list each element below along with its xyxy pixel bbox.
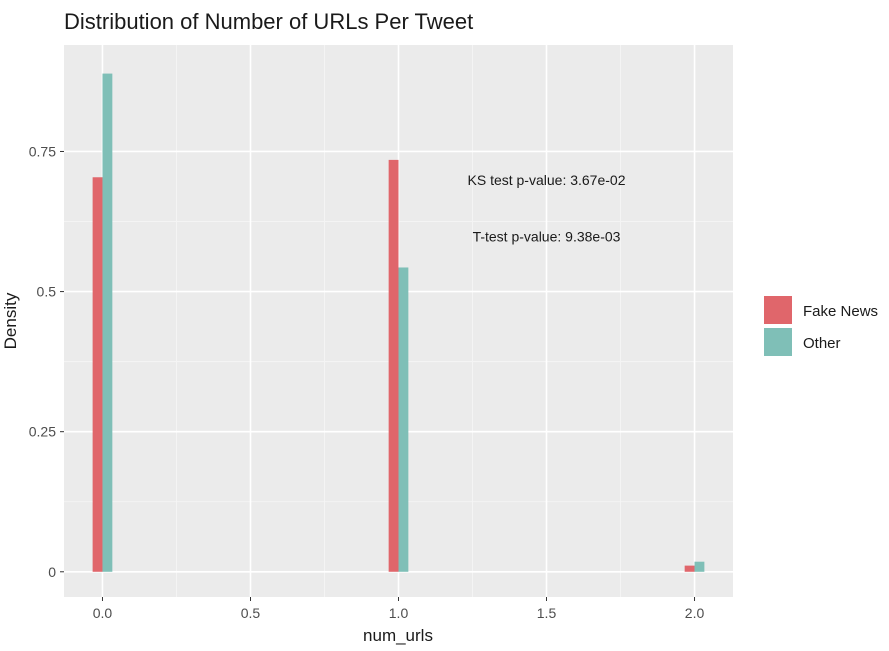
- y-tick-label: 0.5: [37, 284, 57, 300]
- legend-label: Fake News: [803, 303, 878, 320]
- legend-swatch: [764, 296, 792, 324]
- bar-fake-news: [92, 177, 103, 572]
- annotation-text: T-test p-value: 9.38e-03: [473, 229, 621, 245]
- bar-other: [398, 267, 409, 572]
- x-axis: 0.0 0.5 1.0 1.5 2.0: [93, 597, 705, 621]
- bar-fake-news: [388, 159, 399, 572]
- x-tick-label: 2.0: [685, 605, 705, 621]
- y-tick-label: 0: [48, 564, 56, 580]
- y-tick-label: 0.75: [29, 143, 56, 159]
- bar-other: [102, 73, 113, 572]
- x-axis-title: num_urls: [363, 626, 433, 645]
- y-axis: 0 0.25 0.5 0.75: [29, 143, 64, 580]
- x-tick-label: 1.0: [389, 605, 409, 621]
- y-tick-label: 0.25: [29, 424, 56, 440]
- bars: [92, 73, 705, 572]
- x-tick-label: 0.5: [241, 605, 261, 621]
- legend-label: Other: [803, 335, 841, 352]
- legend: Fake News Other: [764, 296, 878, 356]
- bar-other: [694, 561, 705, 572]
- chart-title: Distribution of Number of URLs Per Tweet: [64, 9, 473, 34]
- annotations: KS test p-value: 3.67e-02 T-test p-value:…: [468, 172, 626, 245]
- annotation-text: KS test p-value: 3.67e-02: [468, 172, 626, 188]
- legend-swatch: [764, 328, 792, 356]
- y-axis-title: Density: [1, 292, 20, 349]
- bar-fake-news: [684, 565, 695, 572]
- x-tick-label: 1.5: [537, 605, 557, 621]
- x-tick-label: 0.0: [93, 605, 113, 621]
